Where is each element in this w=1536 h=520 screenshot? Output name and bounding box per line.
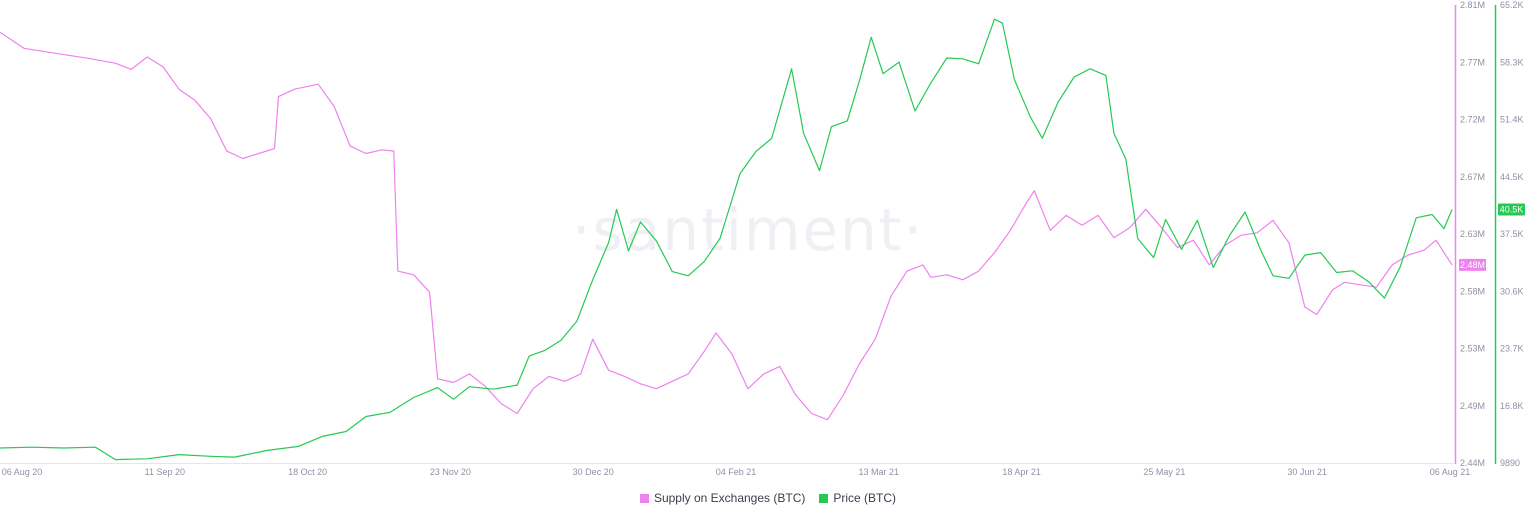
- x-tick-label: 30 Dec 20: [573, 467, 614, 477]
- price-axis-tick-label: 37.5K: [1500, 229, 1524, 239]
- x-tick-label: 06 Aug 20: [2, 467, 43, 477]
- x-tick-label: 25 May 21: [1143, 467, 1185, 477]
- supply-axis-tick-label: 2.49M: [1460, 401, 1485, 411]
- price-axis-tick-label: 9890: [1500, 458, 1520, 468]
- x-tick-label: 04 Feb 21: [716, 467, 757, 477]
- x-tick-label: 06 Aug 21: [1430, 467, 1471, 477]
- supply-axis-tick-label: 2.63M: [1460, 229, 1485, 239]
- x-tick-label: 18 Oct 20: [288, 467, 327, 477]
- watermark: ·santiment·: [572, 196, 924, 264]
- series-line-price: [0, 18, 1453, 461]
- x-axis-ticks: 06 Aug 20 11 Sep 20 18 Oct 20 23 Nov 20 30 D…: [2, 467, 1471, 477]
- x-tick-label: 30 Jun 21: [1287, 467, 1327, 477]
- legend-item-price[interactable]: Price (BTC): [819, 491, 896, 505]
- x-tick-label: 11 Sep 20: [145, 467, 185, 477]
- legend: Supply on Exchanges (BTC) Price (BTC): [0, 491, 1536, 505]
- supply-axis-tick-label: 2.67M: [1460, 172, 1485, 182]
- legend-swatch-supply: [639, 493, 649, 503]
- supply-last-value-label: 2.48M: [1460, 260, 1485, 270]
- supply-axis-tick-label: 2.53M: [1460, 344, 1485, 354]
- legend-swatch-price: [819, 493, 829, 503]
- price-axis-tick-label: 30.6K: [1500, 286, 1524, 296]
- supply-last-value-badge: [1459, 258, 1486, 271]
- price-axis-tick-label: 23.7K: [1500, 344, 1524, 354]
- supply-axis-tick-label: 2.44M: [1460, 458, 1485, 468]
- price-axis-tick-label: 44.5K: [1500, 172, 1524, 182]
- supply-axis-tick-label: 2.77M: [1460, 57, 1485, 67]
- x-tick-label: 23 Nov 20: [430, 467, 471, 477]
- legend-label-supply: Supply on Exchanges (BTC): [653, 491, 806, 505]
- price-axis-tick-label: 51.4K: [1500, 115, 1524, 125]
- last-value-badges: 2.48M 40.5K: [1459, 203, 1525, 271]
- legend-label-price: Price (BTC): [833, 491, 897, 505]
- price-last-value-badge: [1498, 203, 1525, 216]
- x-tick-label: 13 Mar 21: [859, 467, 900, 477]
- supply-axis-tick-label: 2.58M: [1460, 286, 1485, 296]
- supply-axis-tick-label: 2.72M: [1460, 115, 1485, 125]
- price-axis-tick-label: 16.8K: [1500, 401, 1524, 411]
- x-tick-label: 18 Apr 21: [1002, 467, 1041, 477]
- supply-axis-tick-label: 2.81M: [1460, 0, 1485, 10]
- legend-item-supply[interactable]: Supply on Exchanges (BTC): [639, 491, 806, 505]
- series-line-supply: [0, 31, 1453, 421]
- y-axis-ticks: 2.81M 2.77M 2.72M 2.67M 2.63M 2.58M 2.53M 2.49M…: [1460, 0, 1524, 468]
- price-axis-tick-label: 65.2K: [1500, 0, 1524, 10]
- price-last-value-label: 40.5K: [1500, 205, 1524, 215]
- price-axis-tick-label: 58.3K: [1500, 57, 1524, 67]
- plot-area: [0, 18, 1453, 461]
